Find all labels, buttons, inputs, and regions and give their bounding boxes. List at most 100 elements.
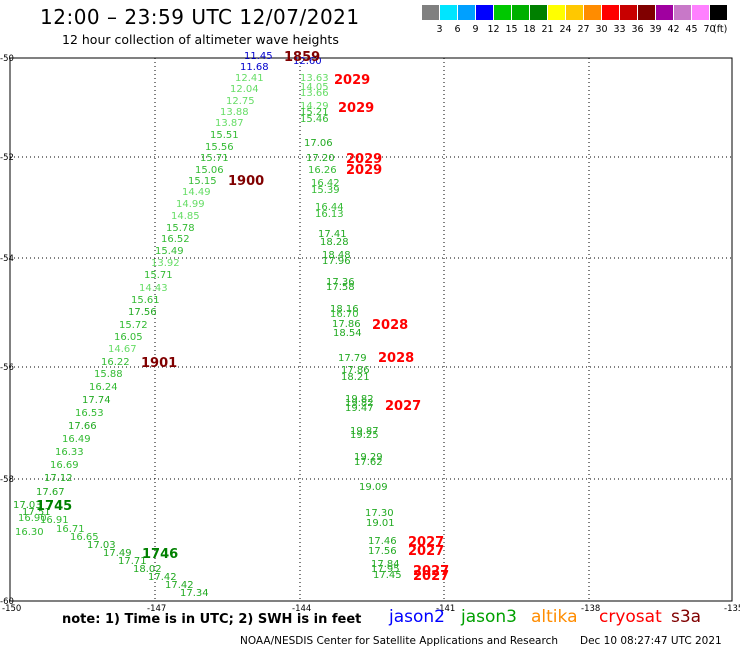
wave-height-label-east: 17.45 xyxy=(373,570,402,581)
wave-height-label-west: 11.45 xyxy=(244,51,273,62)
wave-height-label-east: 17.86 xyxy=(332,319,361,330)
colorbar-swatch xyxy=(548,5,565,20)
wave-height-label-west: 16.90 xyxy=(18,513,47,524)
wave-height-label-west: 14.43 xyxy=(139,283,168,294)
wave-height-label-west: 16.65 xyxy=(70,532,99,543)
page-subtitle: 12 hour collection of altimeter wave hei… xyxy=(62,32,339,47)
wave-height-label-west: 15.15 xyxy=(188,176,217,187)
wave-height-label-west: 12.04 xyxy=(230,84,259,95)
wave-height-label-west: 15.71 xyxy=(200,153,229,164)
wave-height-label-east: 12.60 xyxy=(293,56,322,67)
wave-height-label-east: 17.95 xyxy=(371,564,400,575)
wave-height-label-west: 14.85 xyxy=(171,211,200,222)
wave-height-label-west: 16.49 xyxy=(62,434,91,445)
wave-height-label-east: 17.62 xyxy=(354,457,383,468)
colorbar-label: 45 xyxy=(685,24,698,35)
pass-time-label: 2029 xyxy=(346,163,382,178)
colorbar-swatch xyxy=(476,5,493,20)
pass-time-label: 2027 xyxy=(408,544,444,559)
wave-height-label-east: 15.39 xyxy=(311,185,340,196)
wave-height-label-east: 16.42 xyxy=(311,178,340,189)
wave-height-label-west: 15.72 xyxy=(119,320,148,331)
colorbar-unit: (ft) xyxy=(713,24,728,35)
colorbar-label: 42 xyxy=(667,24,680,35)
pass-time-label: 2028 xyxy=(378,351,414,366)
wave-height-label-west: 16.22 xyxy=(101,357,130,368)
colorbar-label: 30 xyxy=(595,24,608,35)
pass-time-label: 1901 xyxy=(141,356,177,371)
wave-height-label-east: 19.87 xyxy=(350,426,379,437)
wave-height-label-east: 17.06 xyxy=(304,138,333,149)
colorbar-swatch xyxy=(692,5,709,20)
pass-time-label: 1746 xyxy=(142,547,178,562)
wave-height-label-west: 15.51 xyxy=(210,130,239,141)
wave-height-label-west: 17.56 xyxy=(128,307,157,318)
wave-height-label-west: 17.71 xyxy=(118,556,147,567)
wave-height-label-east: 17.56 xyxy=(368,546,397,557)
lon-tick-label: -150 xyxy=(2,604,21,614)
wave-height-label-west: 16.33 xyxy=(55,447,84,458)
lon-tick-label: -144 xyxy=(292,604,311,614)
wave-height-label-west: 14.99 xyxy=(176,199,205,210)
wave-height-label-east: 16.13 xyxy=(315,209,344,220)
wave-height-label-west: 15.88 xyxy=(94,369,123,380)
colorbar-swatch xyxy=(602,5,619,20)
timestamp-text: Dec 10 08:27:47 UTC 2021 xyxy=(580,635,722,647)
wave-height-label-west: 17.12 xyxy=(44,473,73,484)
wave-height-label-west: 17.74 xyxy=(82,395,111,406)
credit-text: NOAA/NESDIS Center for Satellite Applica… xyxy=(240,635,558,647)
colorbar-label: 12 xyxy=(487,24,500,35)
lat-tick-label: -60 xyxy=(0,597,14,607)
wave-height-label-east: 16.70 xyxy=(330,309,359,320)
satellite-legend-jason2: jason2 xyxy=(389,607,445,627)
colorbar-swatch xyxy=(638,5,655,20)
wave-height-label-west: 16.53 xyxy=(75,408,104,419)
pass-time-label: 2028 xyxy=(372,318,408,333)
wave-height-label-east: 19.47 xyxy=(345,403,374,414)
wave-height-label-east: 17.79 xyxy=(338,353,367,364)
colorbar-swatch xyxy=(674,5,691,20)
lon-tick-label: -147 xyxy=(147,604,166,614)
wave-height-label-east: 17.46 xyxy=(368,536,397,547)
pass-time-label: 2027 xyxy=(385,399,421,414)
wave-height-label-east: 18.21 xyxy=(341,372,370,383)
wave-height-label-east: 17.58 xyxy=(326,282,355,293)
colorbar-swatch xyxy=(530,5,547,20)
colorbar-swatch xyxy=(494,5,511,20)
wave-height-label-east: 17.96 xyxy=(322,256,351,267)
wave-height-label-west: 16.71 xyxy=(56,524,85,535)
map-frame xyxy=(9,57,733,602)
wave-height-label-west: 15.56 xyxy=(205,142,234,153)
wave-height-label-west: 17.03 xyxy=(87,540,116,551)
colorbar-label: 39 xyxy=(649,24,662,35)
wave-height-label-west: 17.42 xyxy=(148,572,177,583)
footer-note: note: 1) Time is in UTC; 2) SWH is in fe… xyxy=(62,612,362,627)
wave-height-label-east: 17.30 xyxy=(365,508,394,519)
wave-height-label-west: 16.91 xyxy=(40,515,69,526)
colorbar-label: 24 xyxy=(559,24,572,35)
pass-time-label: 2029 xyxy=(334,73,370,88)
satellite-legend-s3a: s3a xyxy=(671,607,702,627)
pass-time-label: 2027 xyxy=(413,569,449,584)
pass-time-label: 1900 xyxy=(228,174,264,189)
wave-height-label-west: 16.05 xyxy=(114,332,143,343)
colorbar-swatch xyxy=(458,5,475,20)
wave-height-label-east: 19.01 xyxy=(366,518,395,529)
wave-height-label-west: 17.49 xyxy=(103,548,132,559)
wave-height-label-east: 18.16 xyxy=(330,304,359,315)
wave-height-label-west: 13.88 xyxy=(220,107,249,118)
pass-time-label: 1859 xyxy=(284,50,320,65)
colorbar-label: 36 xyxy=(631,24,644,35)
page-title: 12:00 – 23:59 UTC 12/07/2021 xyxy=(40,5,360,29)
wave-height-label-east: 13.66 xyxy=(300,88,329,99)
lon-tick-label: -138 xyxy=(581,604,600,614)
wave-height-label-west: 16.24 xyxy=(89,382,118,393)
wave-height-label-east: 19.82 xyxy=(345,394,374,405)
wave-height-label-east: 16.44 xyxy=(315,202,344,213)
pass-time-label: 1745 xyxy=(36,499,72,514)
pass-time-label: 2029 xyxy=(346,152,382,167)
wave-height-label-east: 19.25 xyxy=(350,430,379,441)
colorbar-swatch xyxy=(584,5,601,20)
wave-height-label-west: 15.71 xyxy=(144,270,173,281)
